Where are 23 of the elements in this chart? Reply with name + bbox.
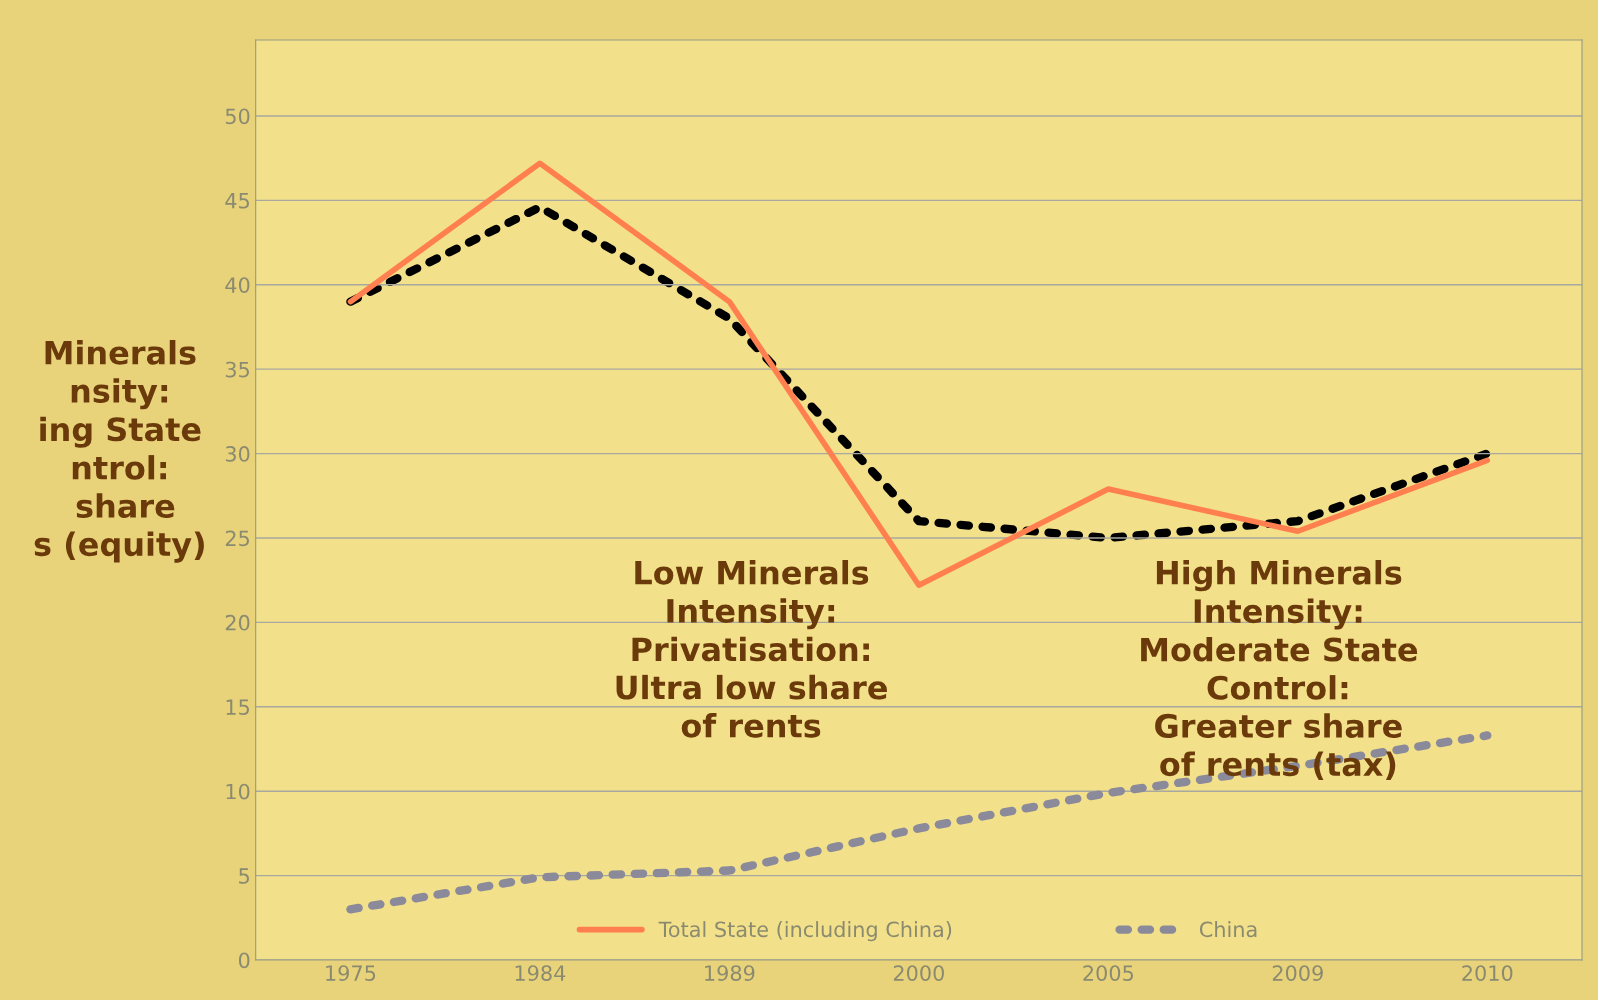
- y-tick-label: 25: [225, 530, 249, 547]
- y-tick-label: 50: [225, 108, 250, 125]
- legend-label: China: [1199, 921, 1257, 938]
- x-tick-label: 2010: [1462, 965, 1513, 981]
- y-tick-label: 35: [225, 361, 249, 378]
- y-tick-label: 30: [225, 446, 250, 462]
- y-tick-label: 20: [225, 614, 250, 631]
- annotation: High Minerals Intensity: Moderate State Control: Greater share of rents (tax): [1141, 560, 1418, 780]
- x-tick-label: 1984: [515, 965, 566, 981]
- y-tick-label: 45: [225, 193, 249, 209]
- x-tick-label: 1989: [705, 965, 755, 981]
- x-tick-label: 1975: [326, 965, 376, 981]
- text: Minerals nsity: ing State ntrol: share s (equity): [34, 340, 204, 563]
- y-tick-label: 0: [238, 952, 250, 969]
- y-tick-label: 10: [226, 783, 250, 800]
- y-tick-label: 15: [226, 699, 249, 715]
- y-tick-label: 5: [239, 868, 249, 884]
- x-tick-label: 2000: [893, 965, 944, 981]
- legend-label: Total State (including China): [658, 921, 952, 942]
- annotation: Low Minerals Intensity: Privatisation: Ultra low share of rents: [616, 560, 887, 738]
- y-tick-label: 40: [225, 277, 250, 293]
- x-tick-label: 2009: [1272, 965, 1323, 981]
- x-tick-label: 2005: [1083, 965, 1134, 981]
